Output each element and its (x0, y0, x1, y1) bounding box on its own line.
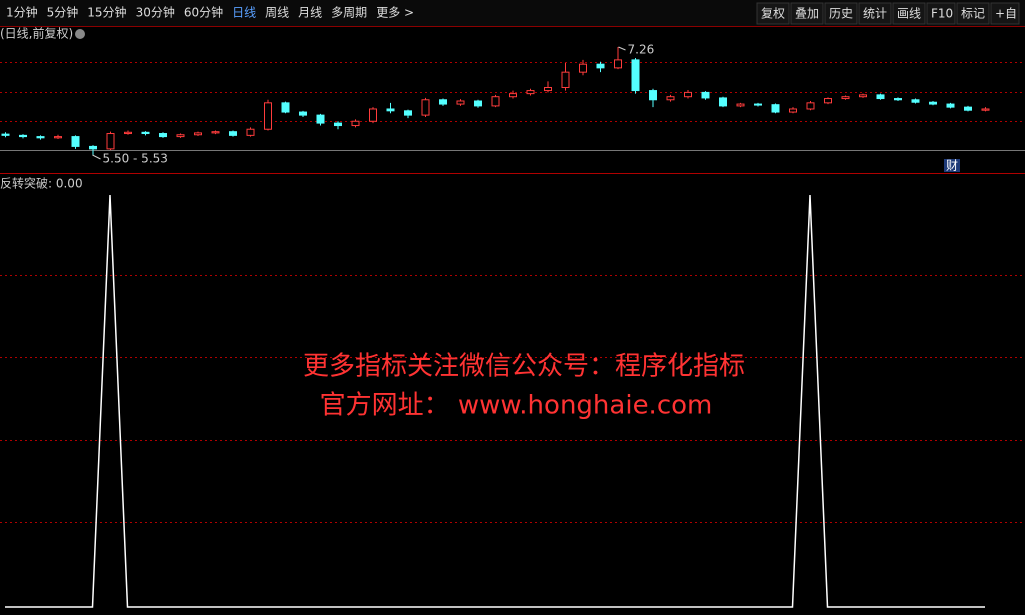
candle-body (404, 110, 412, 116)
candle-body (229, 131, 237, 136)
candle-body (911, 99, 920, 103)
candle-body (631, 59, 640, 92)
period-tab[interactable]: 5分钟 (47, 5, 79, 20)
candle-body (684, 91, 692, 98)
tool-button[interactable]: 统计 (863, 7, 887, 21)
indicator-line (5, 194, 985, 608)
tool-button-bg (790, 2, 824, 25)
candle-body (124, 131, 132, 135)
period-tab[interactable]: 1分钟 (6, 5, 38, 20)
period-tab[interactable]: 日线 (232, 6, 256, 20)
candle-body (176, 134, 185, 138)
tool-button[interactable]: +自 (995, 7, 1017, 21)
indicator-label: 反转突破: 0.00 (0, 176, 83, 191)
tool-button-bg (756, 2, 790, 25)
candle-body (614, 59, 622, 69)
watermark-line: 更多指标关注微信公众号：程序化指标 (303, 352, 745, 382)
candle-body (71, 136, 80, 147)
candle-body (841, 96, 850, 100)
tool-button[interactable]: 画线 (897, 7, 921, 21)
candle-body (561, 71, 570, 88)
candle-body (89, 145, 97, 150)
candle-body (316, 114, 325, 124)
candle-body (351, 120, 360, 127)
candle-body (666, 96, 675, 101)
period-tab[interactable]: 周线 (265, 6, 289, 20)
candle-body (544, 87, 552, 92)
tool-button[interactable]: 历史 (829, 7, 853, 21)
candle-body (876, 94, 885, 100)
candle-body (579, 63, 587, 73)
tool-button-bg (824, 2, 858, 25)
tool-button-bg (956, 2, 990, 25)
tool-button[interactable]: 叠加 (795, 7, 819, 21)
badge-bg (944, 159, 960, 172)
candle-body (946, 103, 955, 108)
candle-body (649, 90, 657, 101)
candle-body (789, 108, 797, 113)
candle-body (859, 94, 867, 98)
candle-body (281, 102, 290, 113)
candle-body (264, 102, 272, 130)
candle-body (806, 102, 815, 110)
candle-body (334, 122, 342, 127)
candle-body (386, 108, 395, 112)
period-tab[interactable]: 更多 > (376, 6, 414, 20)
tool-button-bg (990, 2, 1020, 25)
candle-body (106, 133, 115, 150)
candle-body (754, 103, 762, 106)
tool-button[interactable]: F10 (931, 7, 953, 21)
title-menu-icon[interactable] (75, 29, 85, 39)
period-tab[interactable]: 30分钟 (136, 5, 175, 20)
candle-body (36, 136, 45, 139)
period-tab[interactable]: 15分钟 (87, 5, 126, 20)
candle-body (54, 136, 62, 139)
candle-body (701, 91, 710, 99)
candle-body (771, 104, 780, 113)
candle-body (211, 131, 220, 134)
candle-body (719, 97, 727, 107)
candle-body (369, 108, 377, 122)
period-tab[interactable]: 60分钟 (184, 5, 223, 20)
tool-button-bg (926, 2, 956, 25)
candle-body (964, 106, 972, 111)
period-tab[interactable]: 多周期 (331, 6, 367, 20)
badge[interactable]: 财 (946, 159, 958, 173)
candle-body (894, 98, 902, 101)
tool-button-bg (858, 2, 892, 25)
candle-body (491, 96, 500, 107)
high-label: 7.26 (628, 43, 655, 57)
candle-body (596, 63, 605, 69)
candle-body (474, 100, 482, 107)
candle-body (509, 93, 517, 98)
candle-body (824, 98, 832, 104)
period-tab[interactable]: 月线 (298, 6, 322, 20)
candle-body (299, 111, 307, 116)
tool-button-bg (892, 2, 926, 25)
candle-body (1, 133, 10, 136)
high-pointer (618, 46, 626, 51)
low-label: 5.50 - 5.53 (103, 152, 168, 166)
low-pointer (92, 154, 101, 160)
candle-body (159, 133, 167, 138)
candle-body (929, 101, 937, 105)
tool-button[interactable]: 复权 (761, 7, 785, 21)
candle-body (526, 90, 535, 95)
candle-body (19, 134, 27, 138)
candle-body (981, 108, 990, 111)
candle-body (456, 100, 465, 105)
grid (0, 62, 1025, 523)
candle-body (736, 103, 745, 107)
tool-button[interactable]: 标记 (961, 7, 985, 21)
candle-body (194, 132, 202, 136)
candle-body (246, 128, 255, 136)
watermark-line: 官方网址： www.honghaie.com (320, 391, 713, 421)
chart-title: (日线,前复权) (0, 26, 73, 41)
candle-body (141, 131, 150, 135)
candle-body (439, 99, 447, 105)
candle-body (421, 99, 430, 116)
